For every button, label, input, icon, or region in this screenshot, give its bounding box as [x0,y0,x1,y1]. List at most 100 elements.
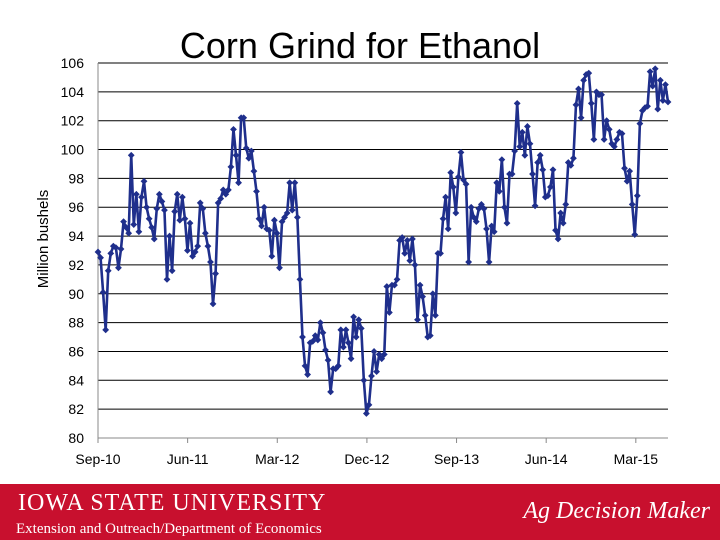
data-point [570,154,577,162]
data-point [406,257,414,264]
data-point [590,136,598,143]
data-point [209,300,217,308]
data-point [99,288,107,296]
data-point [296,275,304,283]
data-point [227,163,235,171]
data-point [145,215,153,223]
data-point [260,203,268,211]
data-point [189,252,196,260]
data-point [544,192,552,200]
data-point [345,339,352,347]
data-point [628,200,636,208]
data-point [322,346,329,354]
data-point [288,206,296,214]
data-point [480,205,488,213]
y-tick-label: 106 [61,55,85,71]
data-point [503,219,511,227]
data-point [219,186,227,194]
x-tick-label: Mar-12 [255,451,300,467]
data-point [375,350,383,358]
data-point [501,203,508,211]
data-point [559,219,567,227]
data-point [245,154,253,162]
data-point [301,362,309,370]
data-point [580,76,588,84]
data-point [633,192,641,200]
data-point [232,151,240,159]
data-point [324,356,332,364]
data-point [155,190,163,198]
data-point [212,270,219,277]
data-point [286,179,294,187]
data-point [334,362,342,370]
data-point [365,401,373,409]
data-point [516,143,524,151]
brand-name: Ag Decision Maker [523,498,710,524]
y-axis: 80 82 84 86 88 90 92 94 96 98 100 102 104 106 [61,55,99,446]
data-point [383,283,391,290]
data-point [498,156,506,164]
x-tick-label: Sep-13 [434,451,479,467]
data-point [414,316,421,324]
data-point [255,215,263,223]
data-point [304,371,311,378]
data-point [449,183,457,191]
data-point [153,205,161,213]
data-point [224,186,232,194]
data-point [539,166,547,174]
data-point [250,167,258,175]
data-point [478,200,485,208]
y-axis-title: Million bushels [35,190,52,288]
data-point [352,333,360,341]
data-point [291,179,299,187]
data-point [94,248,102,256]
data-point [242,144,250,152]
data-point [135,228,143,236]
data-point [247,147,255,155]
data-point [214,199,222,207]
data-point [524,123,531,130]
data-point [547,183,554,191]
data-point [421,312,429,319]
data-point [385,309,393,316]
data-point [178,193,186,201]
data-point [460,176,467,184]
x-tick-label: Sep-10 [75,451,120,467]
y-tick-label: 88 [68,315,84,331]
y-tick-label: 80 [68,430,84,446]
data-point [186,219,194,227]
x-tick-label: Mar-15 [614,451,659,467]
data-point [598,91,605,99]
data-point [605,125,613,133]
data-point [107,249,115,257]
data-point [567,162,575,169]
data-point [350,313,358,321]
data-point [549,166,557,174]
y-tick-label: 98 [68,170,84,186]
data-point [552,226,559,234]
data-point [656,76,664,84]
data-point [309,337,317,345]
data-point [273,229,281,237]
data-point [483,225,490,233]
data-point [408,235,416,243]
data-point [201,229,209,237]
data-point [184,247,191,254]
data-point [258,222,265,230]
data-point [526,140,534,148]
data-point [426,332,434,339]
data-point [572,101,580,109]
data-point [419,293,427,301]
data-point [659,97,667,104]
data-point [475,205,483,213]
chart-title: Corn Grind for Ethanol [179,25,541,66]
y-tick-label: 100 [61,142,85,158]
data-point [654,105,662,113]
x-tick-label: Jun-14 [525,451,568,467]
data-point [621,164,628,172]
data-point [391,281,398,289]
data-point [316,319,324,327]
data-point [194,242,202,250]
data-point [148,224,156,231]
data-point [401,249,409,257]
